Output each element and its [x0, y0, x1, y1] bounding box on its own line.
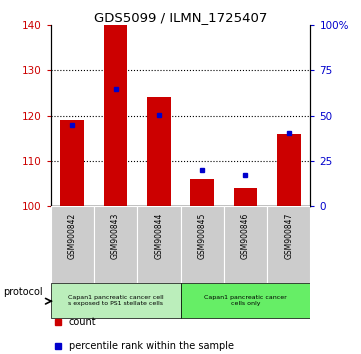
- Text: protocol: protocol: [4, 287, 43, 297]
- Bar: [147, 97, 171, 206]
- Text: Capan1 pancreatic cancer
cells only: Capan1 pancreatic cancer cells only: [204, 296, 287, 306]
- Bar: [51, 284, 180, 318]
- Text: GSM900845: GSM900845: [198, 212, 206, 259]
- Bar: [267, 206, 310, 284]
- Text: GSM900847: GSM900847: [284, 212, 293, 259]
- Bar: [51, 206, 94, 284]
- Text: count: count: [69, 316, 96, 326]
- Title: GDS5099 / ILMN_1725407: GDS5099 / ILMN_1725407: [94, 11, 267, 24]
- Bar: [234, 188, 257, 206]
- Bar: [94, 206, 137, 284]
- Bar: [60, 120, 84, 206]
- Bar: [180, 206, 224, 284]
- Text: Capan1 pancreatic cancer cell
s exposed to PS1 stellate cells: Capan1 pancreatic cancer cell s exposed …: [68, 296, 163, 306]
- Bar: [277, 134, 301, 206]
- Bar: [104, 25, 127, 206]
- Text: GSM900843: GSM900843: [111, 212, 120, 259]
- Bar: [137, 206, 180, 284]
- Bar: [190, 179, 214, 206]
- Bar: [180, 284, 310, 318]
- Bar: [224, 206, 267, 284]
- Text: GSM900844: GSM900844: [155, 212, 163, 259]
- Text: GSM900846: GSM900846: [241, 212, 250, 259]
- Text: percentile rank within the sample: percentile rank within the sample: [69, 341, 234, 351]
- Text: GSM900842: GSM900842: [68, 212, 77, 259]
